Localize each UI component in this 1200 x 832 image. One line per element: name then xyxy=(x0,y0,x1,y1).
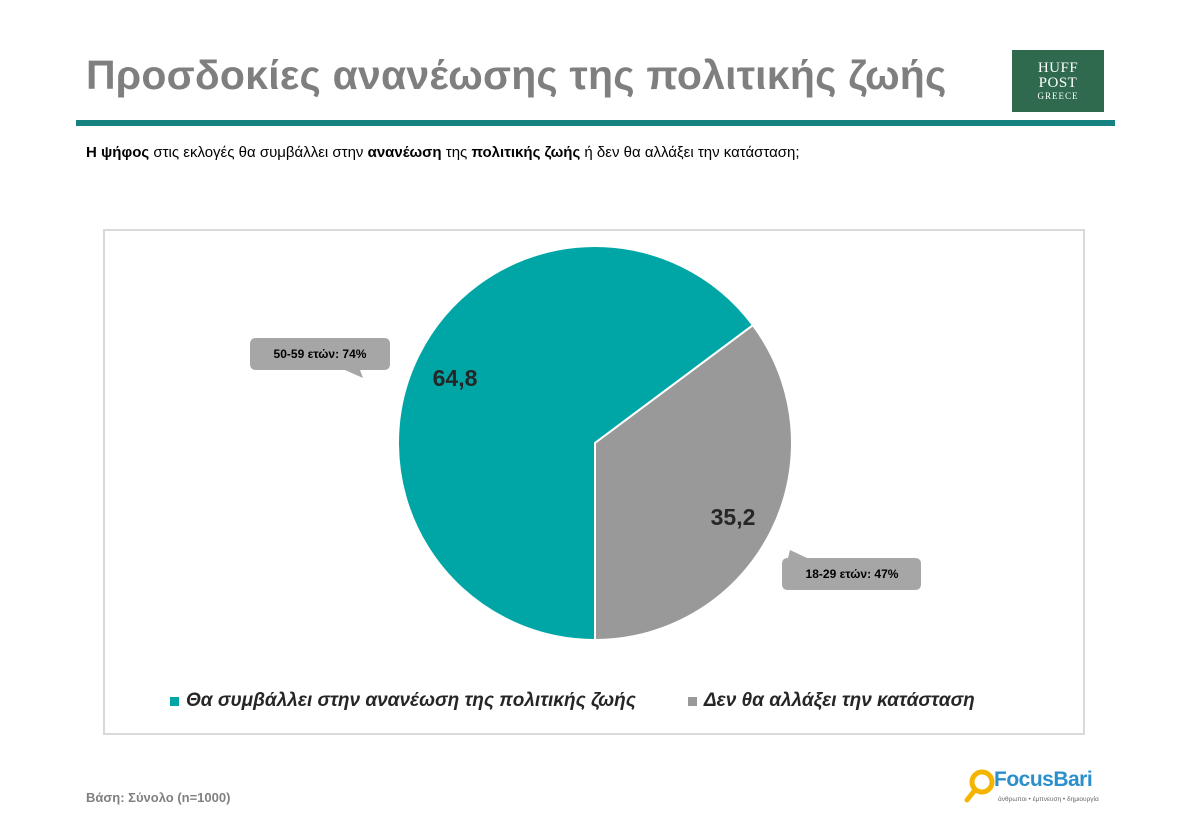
question-text-4: της xyxy=(441,144,472,161)
title-divider xyxy=(76,120,1115,126)
question-bold-5: πολιτικής ζωής xyxy=(471,144,581,161)
legend-label-no-change: Δεν θα αλλάξει την κατάσταση xyxy=(703,690,975,711)
huffpost-greece-logo: HUFF POST GREECE xyxy=(1012,50,1104,112)
callout-age-18-29: 18-29 ετών: 47% xyxy=(782,550,921,590)
survey-question: Η ψήφος στις εκλογές θα συμβάλλει στην α… xyxy=(86,144,800,161)
legend-label-renewal: Θα συμβάλλει στην ανανέωση της πολιτικής… xyxy=(186,690,636,711)
focusbari-brand-name: FocusBari xyxy=(994,768,1093,791)
question-text-6: ή δεν θα αλλάξει την κατάσταση; xyxy=(580,144,800,161)
legend-swatch-renewal xyxy=(170,696,179,706)
pie-label-no-change: 35,2 xyxy=(711,504,756,530)
question-text-2: στις εκλογές θα συμβάλλει στην xyxy=(149,144,368,161)
legend-swatch-no-change xyxy=(687,696,697,706)
callout-age-50-59: 50-59 ετών: 74% xyxy=(250,338,390,378)
pie-slice-no-change xyxy=(594,323,793,642)
huff-logo-line2: POST xyxy=(1038,75,1078,91)
pie-slice-renewal xyxy=(397,245,755,642)
callout-label-age-18-29: 18-29 ετών: 47% xyxy=(806,567,899,581)
question-bold-3: ανανέωση xyxy=(367,144,442,161)
chart-legend: Θα συμβάλλει στην ανανέωση της πολιτικής… xyxy=(170,690,1027,712)
huff-logo-line3: GREECE xyxy=(1037,91,1079,101)
pie-label-renewal: 64,8 xyxy=(433,365,478,391)
page-title: Προσδοκίες ανανέωσης της πολιτικής ζωής xyxy=(86,52,947,98)
focusbari-tagline: άνθρωποι • έμπνευση • δημιουργία xyxy=(998,796,1099,803)
callout-label-age-50-59: 50-59 ετών: 74% xyxy=(274,347,367,361)
legend-item-renewal: Θα συμβάλλει στην ανανέωση της πολιτικής… xyxy=(170,690,636,712)
question-bold-1: Η ψήφος xyxy=(86,144,150,161)
legend-item-no-change: Δεν θα αλλάξει την κατάσταση xyxy=(687,690,975,712)
focusbari-logo-icon xyxy=(964,769,995,803)
base-note: Βάση: Σύνολο (n=1000) xyxy=(86,790,231,805)
huff-logo-line1: HUFF xyxy=(1037,60,1079,76)
